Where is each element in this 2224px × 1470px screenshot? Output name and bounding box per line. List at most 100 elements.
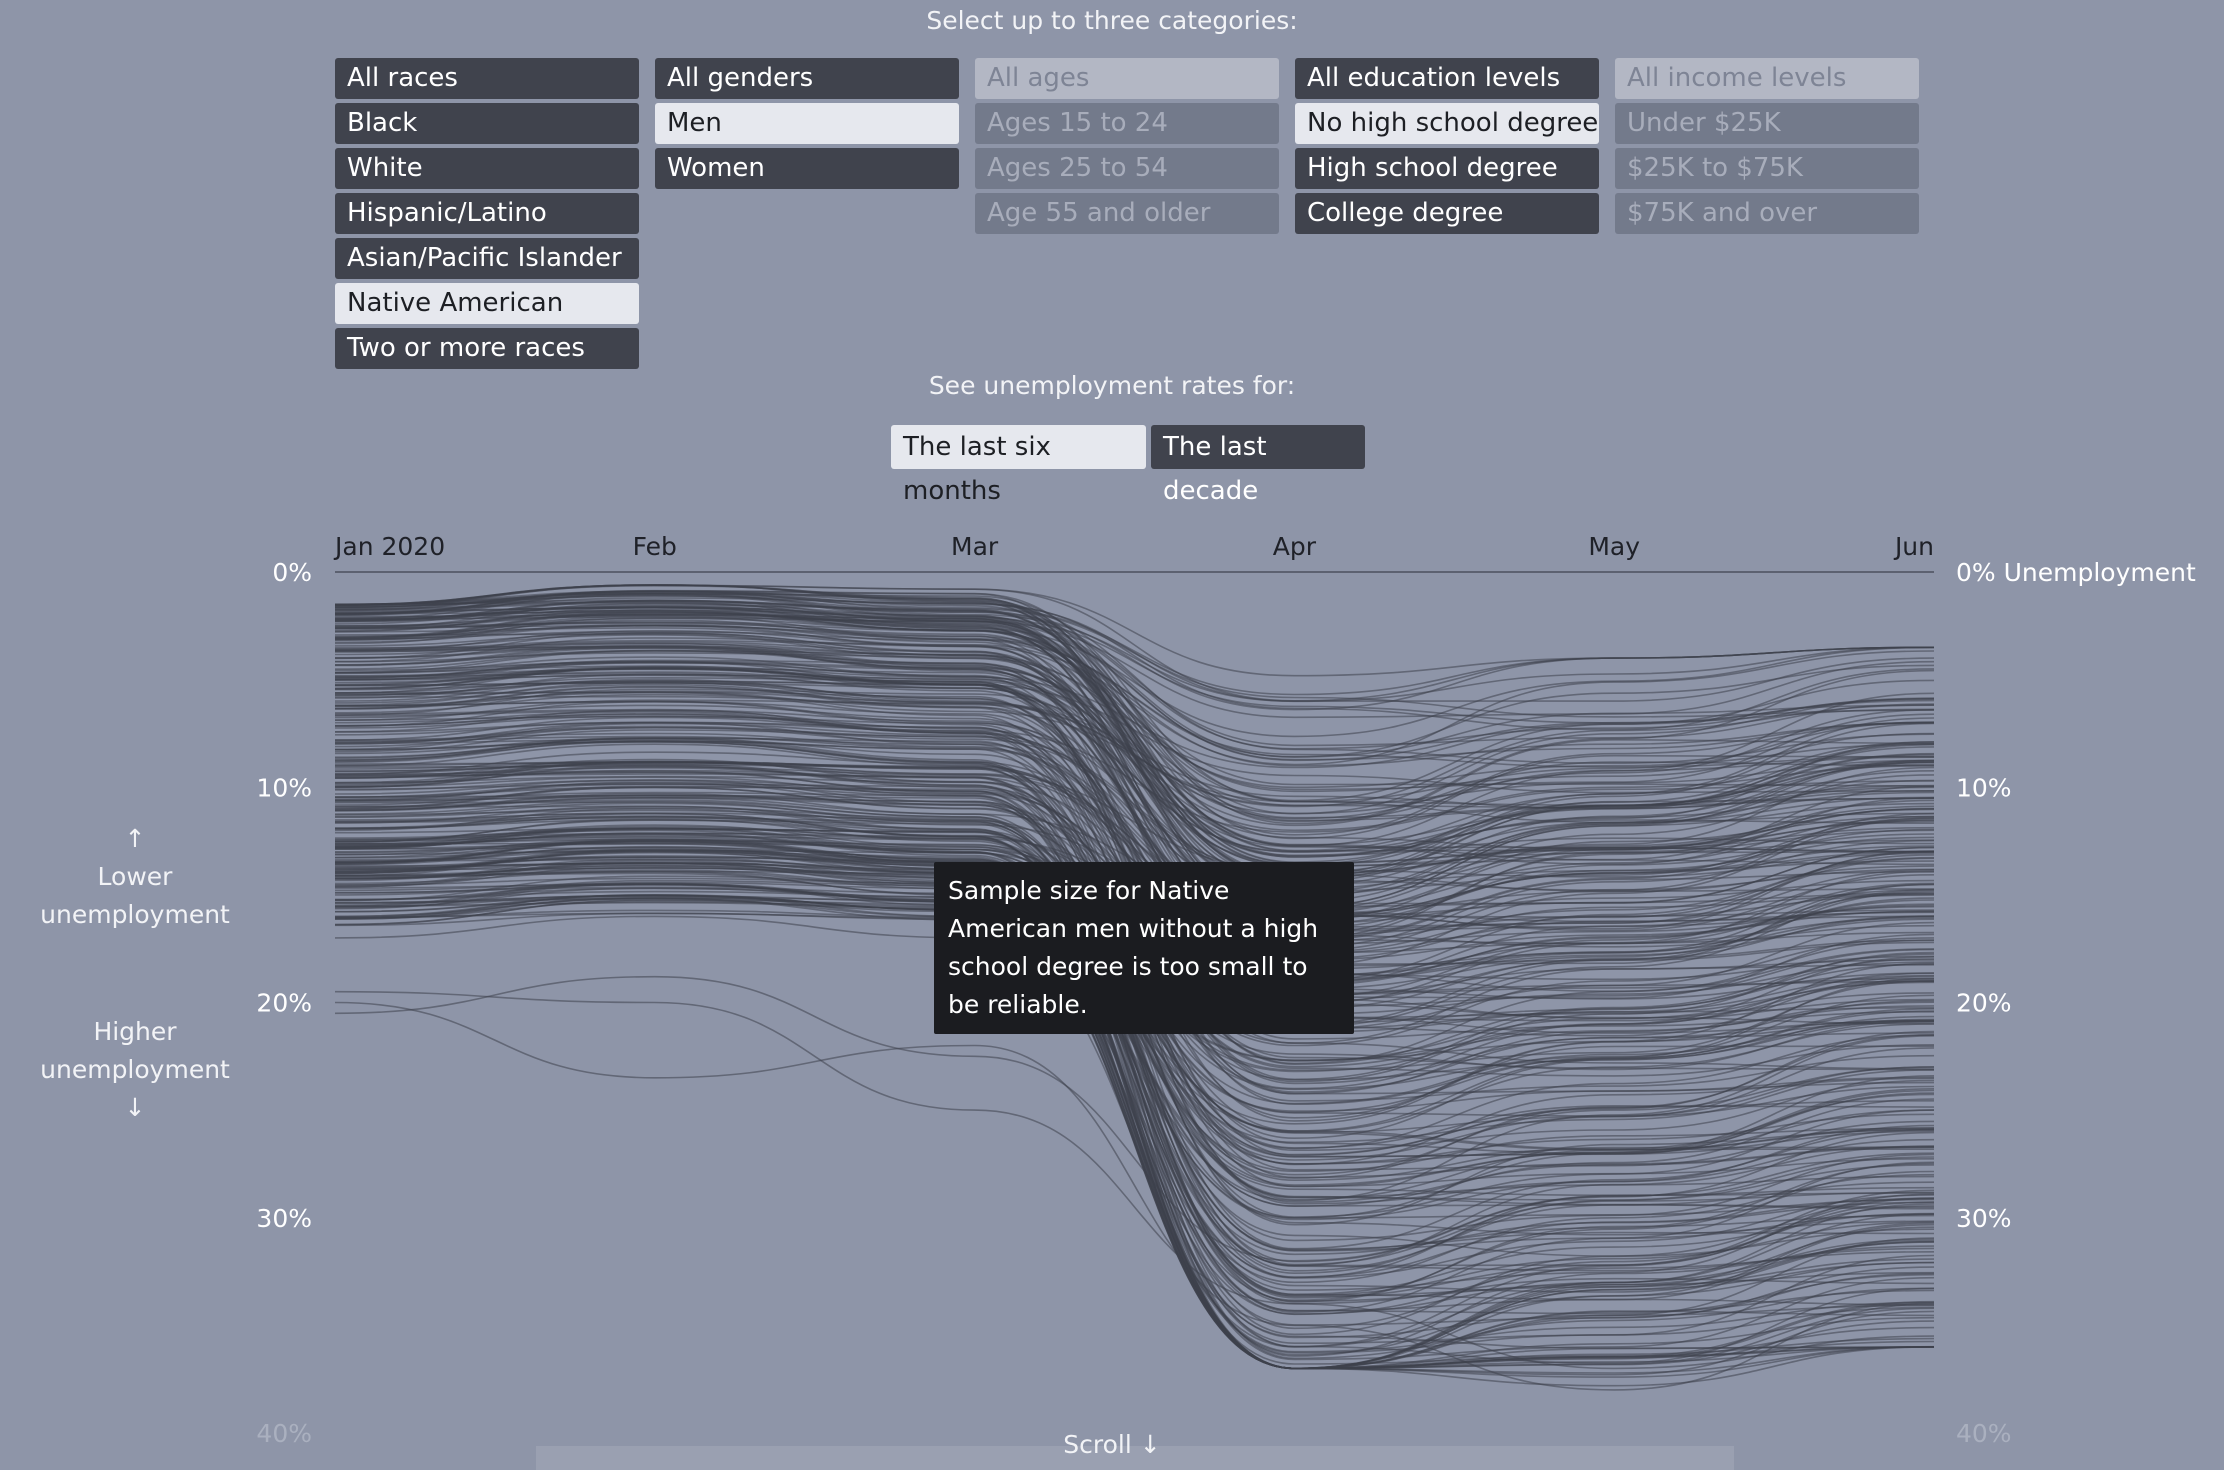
series-line: [334, 735, 1935, 922]
filter-all-genders[interactable]: All genders: [655, 58, 959, 99]
lower-unemployment-label: ↑ Lower unemployment: [20, 820, 250, 934]
x-tick-label: Apr: [1273, 532, 1317, 561]
filter-high-school-degree[interactable]: High school degree: [1295, 148, 1599, 189]
race-filter-group: All races Black White Hispanic/Latino Asian/…: [335, 58, 639, 373]
series-line: [334, 805, 1935, 1314]
series-line: [334, 615, 1935, 999]
higher-label-line1: Higher: [93, 1017, 177, 1046]
y-tick-label-right: 20%: [1956, 989, 2012, 1018]
series-line: [334, 617, 1935, 819]
series-line: [334, 833, 1935, 1316]
series-line: [334, 590, 1935, 852]
series-line: [334, 592, 1935, 703]
series-line: [334, 678, 1935, 853]
y-tick-label-left: 0%: [272, 558, 312, 587]
series-line: [334, 715, 1935, 893]
bottom-panel-edge: [536, 1446, 1734, 1470]
series-line: [334, 693, 1935, 905]
series-line: [334, 883, 1935, 1219]
last-six-months-button[interactable]: The last six months: [891, 425, 1146, 506]
series-line: [334, 613, 1935, 867]
filter-women[interactable]: Women: [655, 148, 959, 189]
select-prompt: Select up to three categories:: [926, 6, 1298, 35]
filter-all-ages[interactable]: All ages: [975, 58, 1279, 99]
last-decade-button[interactable]: The last decade: [1151, 425, 1365, 506]
up-arrow-icon: ↑: [124, 824, 146, 853]
filter-75k-and-over[interactable]: $75K and over: [1615, 193, 1919, 234]
filter-ages-15-to-24[interactable]: Ages 15 to 24: [975, 103, 1279, 144]
series-line: [334, 850, 1935, 1176]
series-line: [334, 1001, 1935, 1391]
x-tick-label: Jun: [1893, 532, 1934, 561]
filter-two-or-more-races[interactable]: Two or more races: [335, 328, 639, 369]
y-tick-label-left: 10%: [256, 773, 312, 802]
series-line: [334, 721, 1935, 918]
y-tick-label-right: 10%: [1956, 773, 2012, 802]
series-line: [334, 592, 1935, 702]
filter-asian-pacific-islander[interactable]: Asian/Pacific Islander: [335, 238, 639, 279]
y-tick-label-right: 30%: [1956, 1204, 2012, 1233]
series-line: [334, 631, 1935, 953]
series-line: [334, 627, 1935, 977]
education-filter-group: All education levels No high school degre…: [1295, 58, 1599, 238]
gender-filter-group: All genders Men Women: [655, 58, 959, 193]
series-line: [334, 624, 1935, 767]
y-tick-label-left: 30%: [256, 1204, 312, 1233]
series-line: [334, 711, 1935, 896]
range-prompt: See unemployment rates for:: [928, 371, 1296, 400]
right-axis-title: 0% Unemployment: [1956, 558, 2196, 587]
series-line: [334, 990, 1935, 1370]
filter-all-income-levels[interactable]: All income levels: [1615, 58, 1919, 99]
x-tick-label: May: [1588, 532, 1640, 561]
filter-native-american[interactable]: Native American: [335, 283, 639, 324]
filter-hispanic-latino[interactable]: Hispanic/Latino: [335, 193, 639, 234]
sample-size-tooltip: Sample size for Native American men with…: [934, 862, 1354, 1034]
higher-unemployment-label: Higher unemployment ↓: [20, 1013, 250, 1127]
filter-under-25k[interactable]: Under $25K: [1615, 103, 1919, 144]
filter-age-55-and-older[interactable]: Age 55 and older: [975, 193, 1279, 234]
series-line: [334, 611, 1935, 787]
filter-white[interactable]: White: [335, 148, 639, 189]
filter-all-education-levels[interactable]: All education levels: [1295, 58, 1599, 99]
series-line: [334, 975, 1935, 1262]
age-filter-group: All ages Ages 15 to 24 Ages 25 to 54 Age 55…: [975, 58, 1279, 238]
filter-ages-25-to-54[interactable]: Ages 25 to 54: [975, 148, 1279, 189]
x-tick-label: Mar: [951, 532, 999, 561]
series-line: [334, 650, 1935, 1040]
series-line: [334, 845, 1935, 1370]
filter-all-races[interactable]: All races: [335, 58, 639, 99]
series-line: [334, 668, 1935, 832]
income-filter-group: All income levels Under $25K $25K to $75K $…: [1615, 58, 1919, 238]
series-line: [334, 622, 1935, 876]
series-line: [334, 894, 1935, 1284]
filter-25k-to-75k[interactable]: $25K to $75K: [1615, 148, 1919, 189]
series-line: [334, 783, 1935, 1218]
series-line: [334, 609, 1935, 758]
higher-label-line2: unemployment: [40, 1055, 230, 1084]
series-line: [334, 828, 1935, 1251]
lower-label-line1: Lower: [97, 862, 173, 891]
filter-men[interactable]: Men: [655, 103, 959, 144]
series-line: [334, 594, 1935, 852]
scroll-hint[interactable]: Scroll ↓: [1063, 1430, 1161, 1459]
down-arrow-icon: ↓: [124, 1093, 146, 1122]
series-line: [334, 639, 1935, 766]
series-line: [334, 825, 1935, 1293]
filter-college-degree[interactable]: College degree: [1295, 193, 1599, 234]
series-line: [334, 605, 1935, 898]
series-line: [334, 606, 1935, 761]
series-line: [334, 614, 1935, 807]
x-tick-label: Jan 2020: [333, 532, 445, 561]
x-tick-label: Feb: [633, 532, 677, 561]
y-tick-label-left: 20%: [256, 989, 312, 1018]
y-tick-label-right: 40%: [1956, 1419, 2012, 1448]
series-line: [334, 915, 1935, 1348]
series-line: [334, 601, 1935, 949]
filter-black[interactable]: Black: [335, 103, 639, 144]
lower-label-line2: unemployment: [40, 900, 230, 929]
series-line: [334, 870, 1935, 1278]
filter-no-high-school-degree[interactable]: No high school degree: [1295, 103, 1599, 144]
series-line: [334, 642, 1935, 943]
series-line: [334, 646, 1935, 789]
